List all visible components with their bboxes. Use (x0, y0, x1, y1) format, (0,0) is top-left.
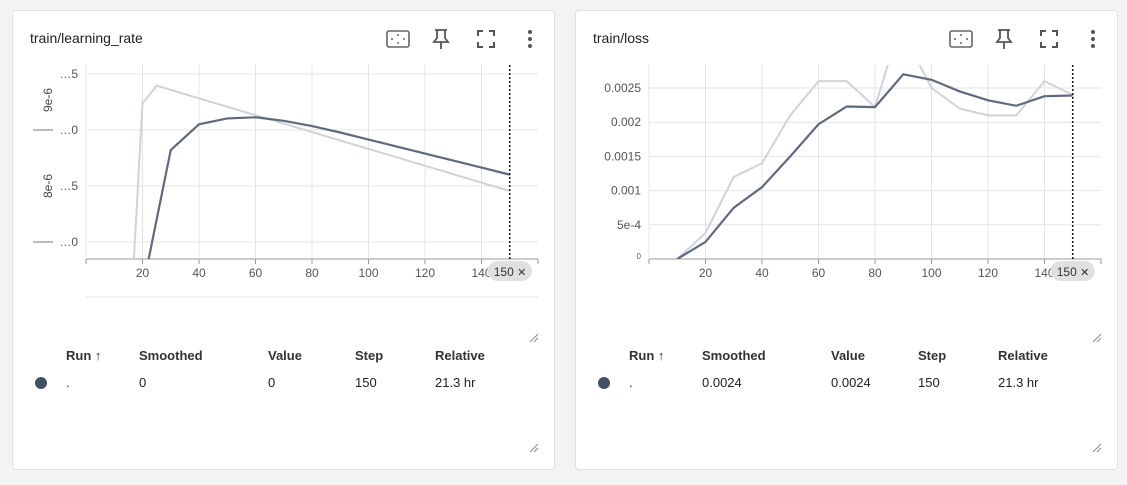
loss-card: train/loss 20 40 60 80 100 120 140 150 ✕ 0.0025 0.… (575, 10, 1118, 470)
y-exponent-label: 9e-6 (41, 88, 55, 112)
card-title: train/learning_rate (30, 30, 143, 46)
col-smoothed[interactable]: Smoothed (702, 348, 766, 363)
learning-rate-card: train/learning_rate 20 40 60 80 100 120 140 150… (12, 10, 555, 470)
x-tick-label: 100 (921, 266, 941, 280)
step-value: 150 (918, 375, 940, 390)
step-value: 150 (355, 375, 377, 390)
resize-handle-icon[interactable] (529, 443, 539, 453)
more-vert-icon[interactable] (516, 25, 544, 53)
y-tick-label: 0.0015 (604, 149, 641, 163)
smoothed-value: 0 (139, 375, 147, 390)
x-tick-label: 140 (471, 266, 491, 280)
y-tick-label: …0 (59, 235, 78, 249)
step-marker-chip: 150 ✕ (487, 261, 532, 281)
run-color-dot (598, 377, 610, 389)
y-tick-label: …5 (59, 67, 78, 81)
x-tick-label: 120 (415, 266, 435, 280)
col-run[interactable]: Run ↑ (629, 348, 665, 363)
learning-rate-chart[interactable]: 20 40 60 80 100 120 140 150 ✕ …5 …0 …5 …0 9e-6 8e-6 (13, 63, 556, 303)
y-tick-label: 0 (637, 252, 642, 261)
resize-handle-icon[interactable] (1092, 333, 1102, 343)
run-color-dot (35, 377, 47, 389)
fullscreen-icon[interactable] (472, 25, 500, 53)
col-value[interactable]: Value (268, 348, 302, 363)
run-name: . (66, 375, 70, 390)
smoothed-series-line (147, 116, 511, 259)
col-relative[interactable]: Relative (998, 348, 1048, 363)
fit-domain-icon[interactable] (384, 25, 412, 53)
fullscreen-icon[interactable] (1035, 25, 1063, 53)
col-relative[interactable]: Relative (435, 348, 485, 363)
y-tick-label: …0 (59, 123, 78, 137)
step-marker-chip: 150 ✕ (1050, 261, 1095, 281)
y-tick-label: 5e-4 (617, 218, 641, 232)
x-tick-label: 140 (1034, 266, 1054, 280)
x-tick-label: 80 (868, 266, 882, 280)
x-tick-label: 60 (812, 266, 826, 280)
col-value[interactable]: Value (831, 348, 865, 363)
y-tick-label: …5 (59, 179, 78, 193)
resize-handle-icon[interactable] (529, 333, 539, 343)
relative-value: 21.3 hr (435, 375, 476, 390)
y-exponent-label: 8e-6 (41, 174, 55, 198)
raw-value: 0.0024 (831, 375, 871, 390)
y-tick-label: 0.0025 (604, 81, 641, 95)
x-tick-label: 60 (249, 266, 263, 280)
smoothed-value: 0.0024 (702, 375, 742, 390)
relative-value: 21.3 hr (998, 375, 1039, 390)
fit-domain-icon[interactable] (947, 25, 975, 53)
card-title: train/loss (593, 30, 650, 46)
col-step[interactable]: Step (355, 348, 384, 363)
step-marker-label: 150 (1057, 265, 1077, 279)
resize-handle-icon[interactable] (1092, 443, 1102, 453)
col-step[interactable]: Step (918, 348, 947, 363)
x-tick-label: 20 (136, 266, 150, 280)
x-tick-label: 20 (699, 266, 713, 280)
smoothed-series-line (676, 73, 1073, 259)
x-tick-label: 80 (305, 266, 319, 280)
raw-series-line (676, 65, 1074, 259)
run-name: . (629, 375, 633, 390)
col-smoothed[interactable]: Smoothed (139, 348, 203, 363)
step-marker-close-icon: ✕ (1080, 267, 1089, 279)
more-vert-icon[interactable] (1079, 25, 1107, 53)
step-marker-label: 150 (494, 265, 514, 279)
y-tick-label: 0.001 (611, 184, 641, 198)
pin-icon[interactable] (990, 25, 1018, 53)
col-run[interactable]: Run ↑ (66, 348, 102, 363)
pin-icon[interactable] (427, 25, 455, 53)
x-tick-label: 100 (358, 266, 378, 280)
step-marker-close-icon: ✕ (517, 267, 526, 279)
loss-chart[interactable]: 20 40 60 80 100 120 140 150 ✕ 0.0025 0.002 0.0015 0.… (576, 63, 1119, 303)
x-tick-label: 40 (755, 266, 769, 280)
y-tick-label: 0.002 (611, 115, 641, 129)
x-tick-label: 40 (192, 266, 206, 280)
raw-series-line (132, 84, 511, 259)
x-tick-label: 120 (978, 266, 998, 280)
raw-value: 0 (268, 375, 276, 390)
